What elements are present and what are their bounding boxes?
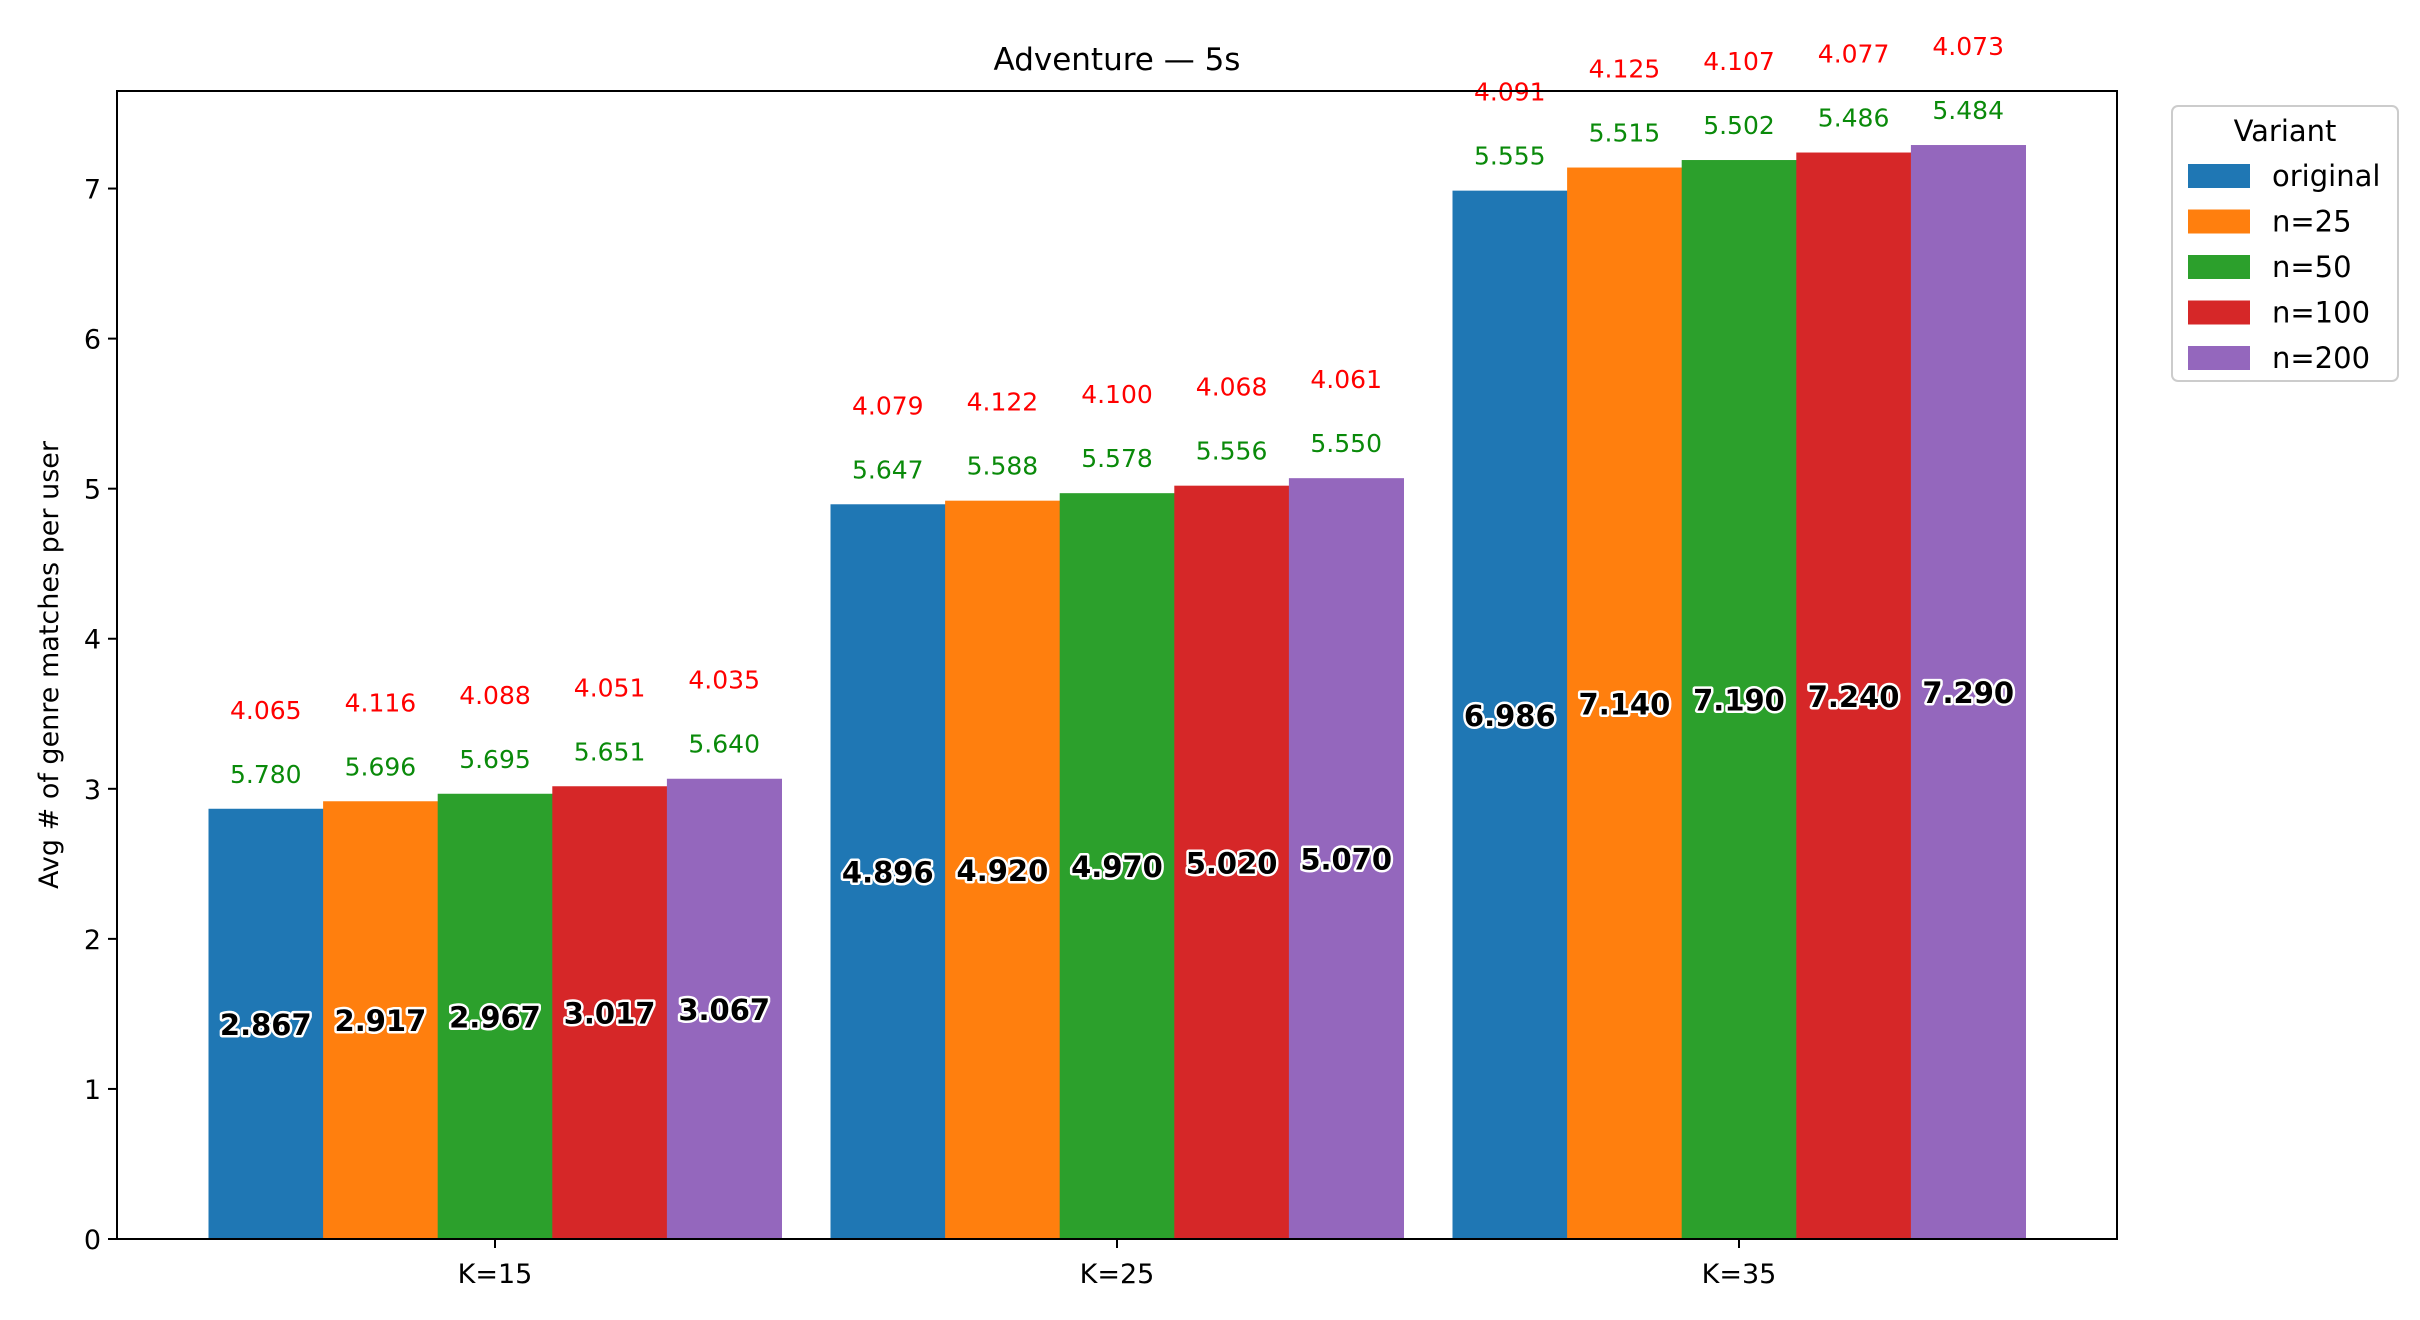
bars-layer xyxy=(208,145,2026,1240)
legend: Variant original n=25 n=50 n=100 n=200 xyxy=(2171,105,2399,382)
bar xyxy=(208,808,324,1239)
y-tick-label: 2 xyxy=(84,925,101,956)
green-annotation: 5.647 xyxy=(852,455,924,484)
legend-label: n=25 xyxy=(2272,205,2352,239)
bar-value-label: 2.917 xyxy=(335,1004,427,1038)
bar-value-label: 7.290 xyxy=(1922,676,2014,710)
legend-swatch xyxy=(2188,209,2250,234)
value-labels-layer: 2.867 5.780 4.065 2.917 5.696 4.116 2.967 5.695… xyxy=(217,32,2016,1044)
green-annotation: 5.578 xyxy=(1081,444,1153,473)
green-annotation: 5.780 xyxy=(230,760,302,789)
bar xyxy=(1452,190,1568,1239)
x-tick-label: K=15 xyxy=(458,1259,533,1290)
green-annotation: 5.651 xyxy=(574,737,646,766)
green-annotation: 5.486 xyxy=(1818,104,1890,133)
bar xyxy=(1059,493,1175,1239)
red-annotation: 4.073 xyxy=(1932,32,2004,61)
bar xyxy=(1567,167,1683,1240)
red-annotation: 4.088 xyxy=(459,681,531,710)
green-annotation: 5.588 xyxy=(967,452,1039,481)
red-annotation: 4.107 xyxy=(1703,47,1775,76)
green-annotation: 5.515 xyxy=(1589,119,1661,148)
y-tick-label: 6 xyxy=(84,325,101,356)
legend-swatch xyxy=(2188,164,2250,188)
legend-swatch xyxy=(2188,255,2250,279)
bar-value-label: 5.070 xyxy=(1300,843,1392,877)
bar-value-label: 4.896 xyxy=(842,856,934,890)
green-annotation: 5.640 xyxy=(688,730,760,759)
bar-value-label: 4.920 xyxy=(957,854,1049,888)
bar-value-label: 4.970 xyxy=(1071,850,1163,884)
bar-value-label: 6.986 xyxy=(1464,699,1556,733)
legend-label: original xyxy=(2272,159,2380,193)
bar xyxy=(437,793,553,1239)
bar xyxy=(945,500,1061,1239)
green-annotation: 5.695 xyxy=(459,745,531,774)
chart-title: Adventure — 5s xyxy=(994,42,1241,78)
legend-swatch xyxy=(2188,300,2250,325)
y-tick-label: 3 xyxy=(84,775,101,806)
red-annotation: 4.116 xyxy=(345,688,417,717)
legend-label: n=200 xyxy=(2272,341,2370,375)
bar xyxy=(1288,478,1404,1239)
red-annotation: 4.068 xyxy=(1196,373,1268,402)
red-annotation: 4.079 xyxy=(852,391,924,420)
y-tick-label: 1 xyxy=(84,1075,101,1106)
bar-value-label: 7.190 xyxy=(1693,684,1785,718)
bar-value-label: 3.067 xyxy=(678,993,770,1027)
x-tick-label: K=35 xyxy=(1702,1259,1777,1290)
red-annotation: 4.100 xyxy=(1081,380,1153,409)
red-annotation: 4.051 xyxy=(574,673,646,702)
bar-value-label: 7.240 xyxy=(1808,680,1900,714)
green-annotation: 5.555 xyxy=(1474,142,1546,171)
bar-value-label: 3.017 xyxy=(564,997,656,1031)
red-annotation: 4.061 xyxy=(1310,365,1382,394)
bar xyxy=(552,786,668,1239)
bar xyxy=(1681,160,1797,1240)
bar-value-label: 5.020 xyxy=(1186,846,1278,880)
y-tick-label: 5 xyxy=(84,475,101,506)
bar xyxy=(1796,152,1912,1239)
y-tick-label: 0 xyxy=(84,1225,101,1256)
red-annotation: 4.077 xyxy=(1818,40,1890,69)
x-tick-label: K=25 xyxy=(1080,1259,1155,1290)
legend-label: n=50 xyxy=(2272,250,2352,284)
green-annotation: 5.502 xyxy=(1703,111,1775,140)
y-axis: 0 1 2 3 4 5 6 7 xyxy=(84,175,117,1256)
bar xyxy=(830,504,946,1239)
bar xyxy=(1910,145,2026,1239)
green-annotation: 5.696 xyxy=(345,752,417,781)
legend-swatch xyxy=(2188,346,2250,370)
plot-frame xyxy=(116,90,2118,1240)
y-axis-title: Avg # of genre matches per user xyxy=(34,440,65,889)
green-annotation: 5.484 xyxy=(1932,96,2004,125)
y-tick-label: 4 xyxy=(84,625,101,656)
red-annotation: 4.065 xyxy=(230,696,302,725)
bar xyxy=(666,778,782,1239)
red-annotation: 4.091 xyxy=(1474,78,1546,107)
bar-value-label: 2.967 xyxy=(449,1000,541,1034)
green-annotation: 5.556 xyxy=(1196,437,1268,466)
bar xyxy=(1174,485,1290,1240)
red-annotation: 4.125 xyxy=(1589,55,1661,84)
green-annotation: 5.550 xyxy=(1310,429,1382,458)
legend-label: n=100 xyxy=(2272,296,2370,330)
x-axis: K=15 K=25 K=35 xyxy=(458,1239,1777,1290)
red-annotation: 4.122 xyxy=(967,388,1039,417)
legend-title: Variant xyxy=(2234,114,2337,148)
red-annotation: 4.035 xyxy=(688,666,760,695)
bar xyxy=(323,801,439,1239)
bar-value-label: 2.867 xyxy=(220,1008,312,1042)
bar-value-label: 7.140 xyxy=(1579,687,1671,721)
y-tick-label: 7 xyxy=(84,175,101,206)
